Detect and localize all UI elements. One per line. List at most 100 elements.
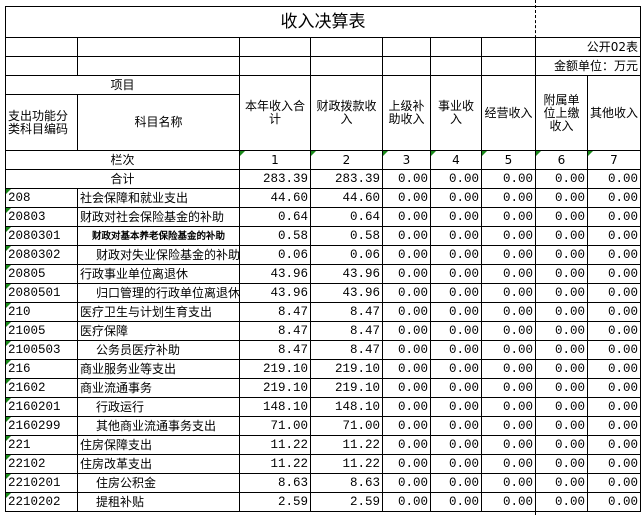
row-value[interactable]: 0.00 xyxy=(481,359,536,379)
total-value[interactable]: 283.39 xyxy=(310,169,383,189)
row-value[interactable]: 0.00 xyxy=(382,416,431,436)
row-value[interactable]: 0.00 xyxy=(382,359,431,379)
row-code[interactable]: 22102 xyxy=(5,454,78,474)
row-value[interactable]: 0.00 xyxy=(382,283,431,303)
row-name[interactable]: 住房改革支出 xyxy=(77,454,240,474)
row-value[interactable]: 0.00 xyxy=(535,302,588,322)
row-value[interactable]: 0.00 xyxy=(587,416,641,436)
row-code[interactable]: 2160299 xyxy=(5,416,78,436)
row-value[interactable]: 0.00 xyxy=(382,397,431,417)
row-value[interactable]: 0.00 xyxy=(535,359,588,379)
row-name[interactable]: 住房保障支出 xyxy=(77,435,240,455)
row-value[interactable]: 0.00 xyxy=(481,245,536,265)
row-value[interactable]: 71.00 xyxy=(310,416,383,436)
row-value[interactable]: 219.10 xyxy=(310,359,383,379)
cell[interactable] xyxy=(382,56,431,76)
row-value[interactable]: 71.00 xyxy=(239,416,311,436)
row-value[interactable]: 0.64 xyxy=(239,207,311,227)
total-label[interactable]: 合计 xyxy=(5,169,240,189)
row-value[interactable]: 43.96 xyxy=(239,264,311,284)
row-value[interactable]: 0.00 xyxy=(535,397,588,417)
row-value[interactable]: 0.00 xyxy=(481,264,536,284)
row-value[interactable]: 0.00 xyxy=(481,397,536,417)
column-index-label[interactable]: 栏次 xyxy=(5,150,240,170)
cell[interactable] xyxy=(239,37,311,57)
row-name[interactable]: 公务员医疗补助 xyxy=(77,340,240,360)
row-value[interactable]: 11.22 xyxy=(310,435,383,455)
row-value[interactable]: 0.00 xyxy=(587,492,641,512)
row-value[interactable]: 0.00 xyxy=(587,359,641,379)
header-col-3[interactable]: 上级补助收入 xyxy=(382,75,431,151)
row-value[interactable]: 0.06 xyxy=(310,245,383,265)
row-value[interactable]: 0.00 xyxy=(535,321,588,341)
row-value[interactable]: 0.00 xyxy=(430,245,482,265)
row-name[interactable]: 财政对失业保险基金的补助 xyxy=(77,245,240,265)
row-value[interactable]: 0.00 xyxy=(535,492,588,512)
row-value[interactable]: 0.00 xyxy=(430,492,482,512)
header-col-6[interactable]: 附属单位上缴收入 xyxy=(535,75,588,151)
row-code[interactable]: 221 xyxy=(5,435,78,455)
row-value[interactable]: 0.00 xyxy=(587,473,641,493)
row-value[interactable]: 0.00 xyxy=(430,340,482,360)
row-value[interactable]: 0.00 xyxy=(535,435,588,455)
row-value[interactable]: 0.00 xyxy=(535,454,588,474)
row-value[interactable]: 0.00 xyxy=(587,340,641,360)
row-value[interactable]: 0.58 xyxy=(239,226,311,246)
row-value[interactable]: 0.00 xyxy=(535,378,588,398)
row-value[interactable]: 0.00 xyxy=(430,283,482,303)
cell[interactable] xyxy=(481,37,536,57)
row-value[interactable]: 0.00 xyxy=(382,226,431,246)
column-index-1[interactable]: 1 xyxy=(239,150,311,170)
row-value[interactable]: 0.00 xyxy=(481,454,536,474)
row-code[interactable]: 20803 xyxy=(5,207,78,227)
row-value[interactable]: 0.00 xyxy=(535,264,588,284)
cell[interactable] xyxy=(382,37,431,57)
row-value[interactable]: 0.00 xyxy=(535,283,588,303)
row-value[interactable]: 0.00 xyxy=(481,302,536,322)
row-value[interactable]: 8.47 xyxy=(310,340,383,360)
row-value[interactable]: 0.00 xyxy=(430,207,482,227)
row-value[interactable]: 0.00 xyxy=(587,454,641,474)
row-value[interactable]: 0.00 xyxy=(430,321,482,341)
row-value[interactable]: 8.47 xyxy=(239,302,311,322)
row-value[interactable]: 0.00 xyxy=(587,245,641,265)
row-value[interactable]: 0.00 xyxy=(481,321,536,341)
row-value[interactable]: 44.60 xyxy=(239,188,311,208)
header-code[interactable]: 支出功能分类科目编码 xyxy=(5,94,78,151)
column-index-6[interactable]: 6 xyxy=(535,150,588,170)
cell[interactable] xyxy=(5,37,78,57)
row-value[interactable]: 11.22 xyxy=(239,454,311,474)
row-name[interactable]: 财政对社会保险基金的补助 xyxy=(77,207,240,227)
row-code[interactable]: 2210201 xyxy=(5,473,78,493)
row-value[interactable]: 0.00 xyxy=(587,435,641,455)
row-value[interactable]: 0.00 xyxy=(382,207,431,227)
row-value[interactable]: 0.00 xyxy=(382,435,431,455)
row-value[interactable]: 8.47 xyxy=(239,340,311,360)
row-value[interactable]: 0.00 xyxy=(535,226,588,246)
row-value[interactable]: 0.00 xyxy=(535,245,588,265)
row-value[interactable]: 0.00 xyxy=(430,359,482,379)
row-value[interactable]: 11.22 xyxy=(239,435,311,455)
row-name[interactable]: 医疗卫生与计划生育支出 xyxy=(77,302,240,322)
row-value[interactable]: 0.00 xyxy=(382,340,431,360)
row-value[interactable]: 0.00 xyxy=(587,207,641,227)
row-value[interactable]: 0.00 xyxy=(382,473,431,493)
row-value[interactable]: 8.63 xyxy=(239,473,311,493)
row-name[interactable]: 住房公积金 xyxy=(77,473,240,493)
cell[interactable] xyxy=(430,56,482,76)
row-value[interactable]: 0.00 xyxy=(481,492,536,512)
row-value[interactable]: 2.59 xyxy=(239,492,311,512)
row-value[interactable]: 0.00 xyxy=(430,226,482,246)
row-value[interactable]: 0.00 xyxy=(430,435,482,455)
row-name[interactable]: 商业服务业等支出 xyxy=(77,359,240,379)
total-value[interactable]: 0.00 xyxy=(382,169,431,189)
row-value[interactable]: 0.00 xyxy=(535,416,588,436)
row-value[interactable]: 0.58 xyxy=(310,226,383,246)
row-value[interactable]: 0.00 xyxy=(481,473,536,493)
header-col-4[interactable]: 事业收入 xyxy=(430,75,482,151)
row-value[interactable]: 43.96 xyxy=(310,264,383,284)
row-value[interactable]: 0.00 xyxy=(382,245,431,265)
row-value[interactable]: 0.00 xyxy=(481,283,536,303)
header-name[interactable]: 科目名称 xyxy=(77,94,240,151)
row-value[interactable]: 0.06 xyxy=(239,245,311,265)
